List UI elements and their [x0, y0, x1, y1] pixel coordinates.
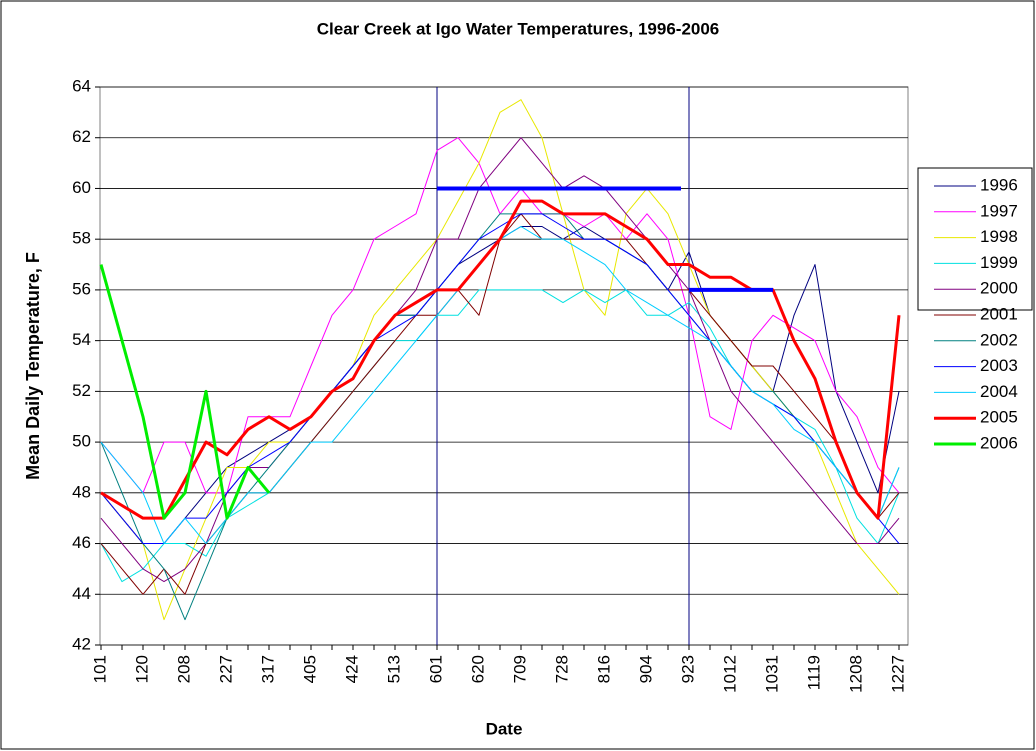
legend-label: 2002: [980, 330, 1018, 349]
y-tick-label: 48: [72, 482, 91, 501]
chart-title: Clear Creek at Igo Water Temperatures, 1…: [317, 19, 720, 38]
legend-label: 1998: [980, 227, 1018, 246]
x-tick-label: 923: [678, 655, 697, 683]
y-tick-label: 60: [72, 178, 91, 197]
y-tick-label: 42: [72, 634, 91, 653]
legend-label: 2001: [980, 304, 1018, 323]
legend-label: 2003: [980, 356, 1018, 375]
x-tick-label: 601: [426, 655, 445, 683]
x-tick-label: 227: [216, 655, 235, 683]
y-tick-label: 50: [72, 432, 91, 451]
x-tick-label: 1227: [888, 655, 907, 693]
x-tick-label: 620: [468, 655, 487, 683]
legend-label: 2004: [980, 382, 1018, 401]
legend-box: [917, 167, 1033, 311]
legend-label: 1999: [980, 253, 1018, 272]
x-tick-label: 1012: [720, 655, 739, 693]
y-tick-label: 52: [72, 381, 91, 400]
x-tick-label: 424: [342, 655, 361, 683]
x-tick-label: 513: [384, 655, 403, 683]
x-tick-label: 709: [510, 655, 529, 683]
plot-area: [99, 86, 909, 646]
x-tick-label: 1208: [846, 655, 865, 693]
y-tick-label: 44: [72, 584, 91, 603]
legend-label: 2000: [980, 279, 1018, 298]
x-tick-label: 120: [132, 655, 151, 683]
x-tick-label: 1031: [762, 655, 781, 693]
legend-label: 1997: [980, 201, 1018, 220]
series-line: [100, 99, 900, 621]
y-tick-label: 64: [72, 76, 91, 95]
x-tick-label: 728: [552, 655, 571, 683]
legend-label: 2006: [980, 433, 1018, 452]
y-tick-label: 46: [72, 533, 91, 552]
legend-label: 2005: [980, 408, 1018, 427]
y-axis-label: Mean Daily Temperature, F: [23, 252, 43, 480]
y-tick-label: 58: [72, 229, 91, 248]
x-tick-label: 208: [174, 655, 193, 683]
x-tick-label: 816: [594, 655, 613, 683]
x-tick-label: 317: [258, 655, 277, 683]
x-axis-label: Date: [486, 719, 523, 738]
x-tick-label: 101: [90, 655, 109, 683]
legend-label: 1996: [980, 175, 1018, 194]
series-line: [99, 264, 271, 520]
x-tick-label: 405: [300, 655, 319, 683]
y-tick-label: 62: [72, 127, 91, 146]
x-tick-label: 904: [636, 655, 655, 683]
y-tick-label: 54: [72, 330, 91, 349]
y-tick-label: 56: [72, 279, 91, 298]
x-tick-label: 1119: [804, 655, 823, 690]
